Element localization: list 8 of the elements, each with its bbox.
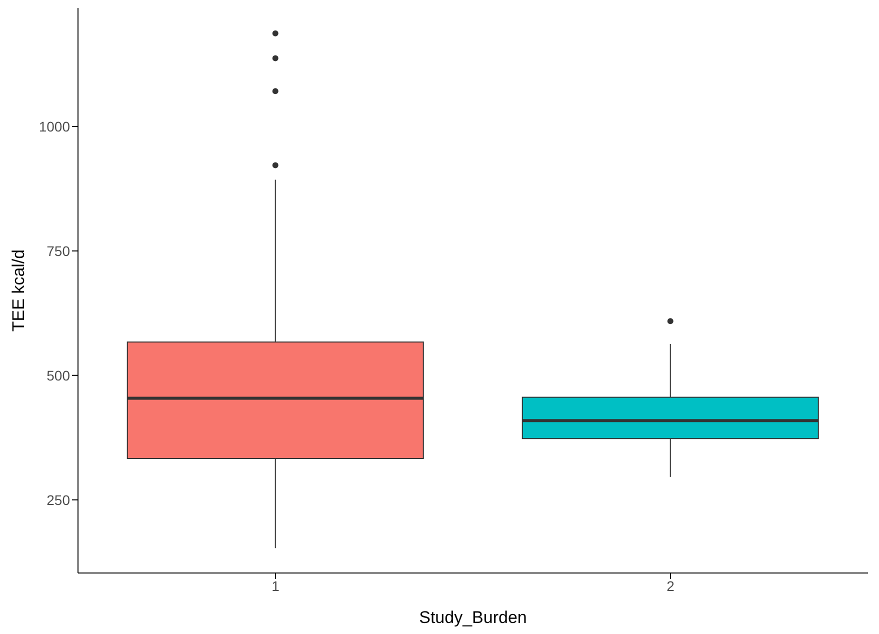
y-tick-label: 1000 [38,118,70,134]
x-axis-title: Study_Burden [419,608,527,627]
y-tick-label: 250 [46,492,70,508]
x-tick-label: 2 [666,578,675,594]
y-tick-label: 500 [46,367,70,384]
y-axis-title: TEE kcal/d [9,249,28,332]
y-tick-label: 750 [46,242,70,259]
x-tick-label: 1 [272,578,280,594]
